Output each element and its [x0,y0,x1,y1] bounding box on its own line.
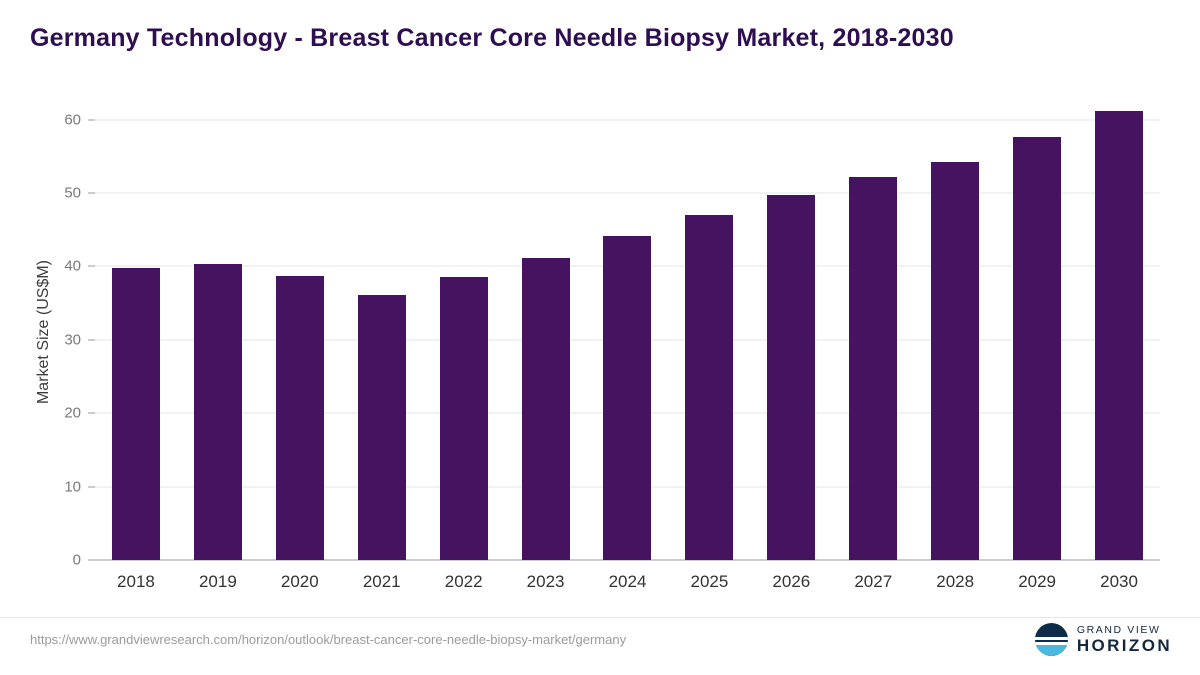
bar-2024 [603,236,652,560]
x-tick-label: 2026 [772,572,811,591]
bar-column [914,105,996,560]
bars-row [95,105,1160,560]
bar-column [505,105,587,560]
bar-column [832,105,914,560]
y-tick-label: 40 [64,257,81,275]
source-url: https://www.grandviewresearch.com/horizo… [30,632,627,647]
logo-text: GRAND VIEW HORIZON [1077,624,1172,656]
x-tick-label: 2029 [1018,572,1057,591]
bar-2029 [1013,137,1062,560]
x-axis-labels: 2018 2019 2020 2021 2022 2023 2024 2025 2026 2027… [95,572,1160,592]
bar-2027 [849,176,898,560]
plot-area: 0 10 20 30 40 50 60 [64,105,1160,568]
x-tick-label: 2030 [1100,572,1138,591]
x-tick-label: 2024 [608,572,647,591]
gridline [95,119,1160,121]
bar-2030 [1095,110,1144,560]
y-tick-mark [88,559,95,561]
y-tick-mark [88,412,95,414]
bar-2019 [193,263,242,560]
gridline [95,192,1160,194]
bar-2022 [439,276,488,560]
bar-2025 [685,215,734,560]
bar-column [95,105,177,560]
bar-2028 [931,161,980,560]
y-tick-label: 30 [64,331,81,349]
bar-column [996,105,1078,560]
y-tick-mark [88,192,95,194]
y-tick-label: 0 [72,551,81,569]
bar-2021 [357,295,406,560]
y-tick-mark [88,265,95,267]
x-tick-label: 2023 [526,572,565,591]
horizon-logo-icon [1034,623,1068,656]
logo-text-grand-view: GRAND VIEW [1076,623,1161,636]
bar-column [1078,105,1160,560]
y-tick-label: 50 [64,184,81,202]
bar-2018 [111,267,160,560]
bar-column [423,105,505,560]
grand-view-horizon-logo: GRAND VIEW HORIZON [1034,623,1172,656]
x-tick-label: 2019 [198,572,237,591]
bar-column [259,105,341,560]
logo-text-horizon: HORIZON [1076,635,1172,655]
x-tick-label: 2027 [854,572,893,591]
bar-2026 [767,195,816,560]
y-tick-mark [88,339,95,341]
x-tick-label: 2018 [117,572,155,591]
bar-column [341,105,423,560]
x-axis-baseline [95,559,1160,561]
y-tick-label: 60 [64,111,81,129]
bar-column [177,105,259,560]
y-tick-mark [88,486,95,488]
x-tick-label: 2028 [936,572,975,591]
y-tick-label: 10 [64,478,81,496]
x-tick-label: 2025 [690,572,729,591]
footer-divider [0,617,1200,618]
horizon-logo-sea [1034,645,1068,656]
bar-column [668,105,750,560]
horizon-logo-stripe [1034,637,1068,640]
y-tick-mark [88,119,95,121]
chart-title: Germany Technology - Breast Cancer Core … [30,24,954,52]
x-tick-label: 2020 [280,572,319,591]
x-tick-label: 2022 [444,572,483,591]
bar-2023 [521,257,570,560]
bar-2020 [275,276,324,560]
y-tick-label: 20 [64,404,81,422]
x-tick-label: 2021 [362,572,401,591]
bar-column [750,105,832,560]
bar-column [587,105,669,560]
horizon-logo-stripe [1034,642,1068,645]
